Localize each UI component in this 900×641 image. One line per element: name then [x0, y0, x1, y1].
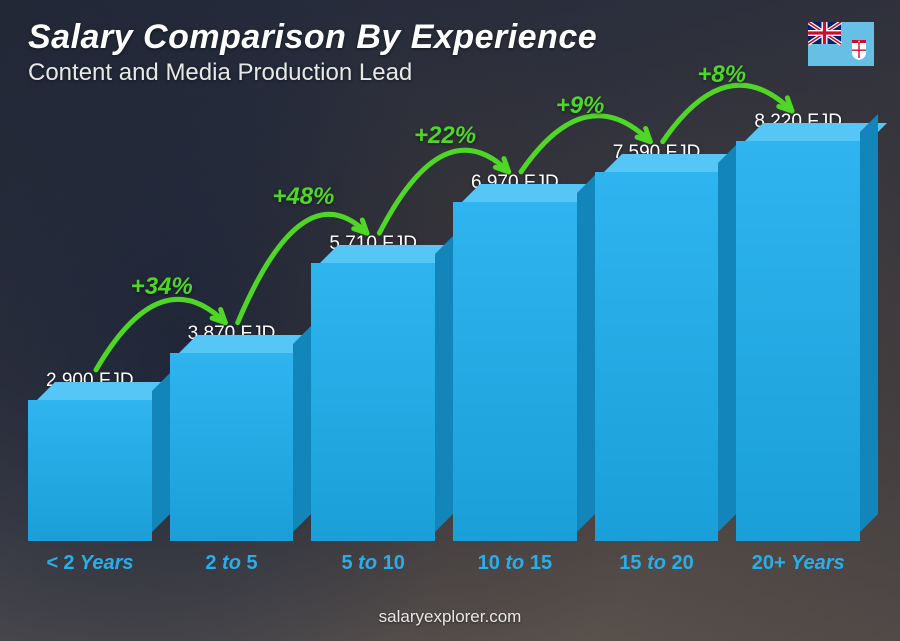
bar-side-face [435, 236, 453, 532]
bar-side-face [152, 373, 170, 532]
pct-change-label: +34% [131, 273, 193, 301]
bar [170, 353, 294, 541]
flag-icon [808, 22, 874, 66]
bar-slot: 3,870 FJD [170, 323, 294, 541]
bar-side-face [577, 175, 595, 532]
bar-slot: 5,710 FJD [311, 233, 435, 541]
bar-slot: 2,900 FJD [28, 370, 152, 541]
chart-subtitle: Content and Media Production Lead [28, 59, 597, 87]
bar [595, 172, 719, 541]
title-block: Salary Comparison By Experience Content … [28, 18, 597, 87]
bar-front [736, 141, 860, 541]
x-axis-label: 2 to 5 [170, 552, 294, 575]
pct-change-label: +8% [697, 61, 746, 89]
union-jack [808, 22, 841, 44]
bar-chart: 2,900 FJD3,870 FJD5,710 FJD6,970 FJD7,59… [28, 91, 860, 571]
pct-change-label: +22% [414, 122, 476, 150]
bar-front [170, 353, 294, 541]
bar-side-face [860, 114, 878, 532]
bar-slot: 7,590 FJD [595, 142, 719, 541]
pct-change-label: +48% [272, 183, 334, 211]
bar [311, 263, 435, 541]
bar-front [453, 202, 577, 541]
footer-credit: salaryexplorer.com [0, 607, 900, 627]
pct-change-label: +9% [556, 92, 605, 120]
bar [453, 202, 577, 541]
x-axis-label: 10 to 15 [453, 552, 577, 575]
x-axis-label: 5 to 10 [311, 552, 435, 575]
x-axis-label: 15 to 20 [595, 552, 719, 575]
bar-front [28, 400, 152, 541]
x-axis-label: 20+ Years [736, 552, 860, 575]
bar-front [311, 263, 435, 541]
bar [28, 400, 152, 541]
bar-front [595, 172, 719, 541]
bar-slot: 8,220 FJD [736, 111, 860, 541]
x-axis-label: < 2 Years [28, 552, 152, 575]
bar [736, 141, 860, 541]
bar-side-face [718, 145, 736, 532]
bars-container: 2,900 FJD3,870 FJD5,710 FJD6,970 FJD7,59… [28, 121, 860, 541]
bar-side-face [293, 326, 311, 532]
x-labels-row: < 2 Years 2 to 5 5 to 10 10 to 15 15 to 20 20… [28, 552, 860, 575]
bar-slot: 6,970 FJD [453, 172, 577, 541]
chart-title: Salary Comparison By Experience [28, 18, 597, 57]
shield-icon [852, 40, 866, 60]
